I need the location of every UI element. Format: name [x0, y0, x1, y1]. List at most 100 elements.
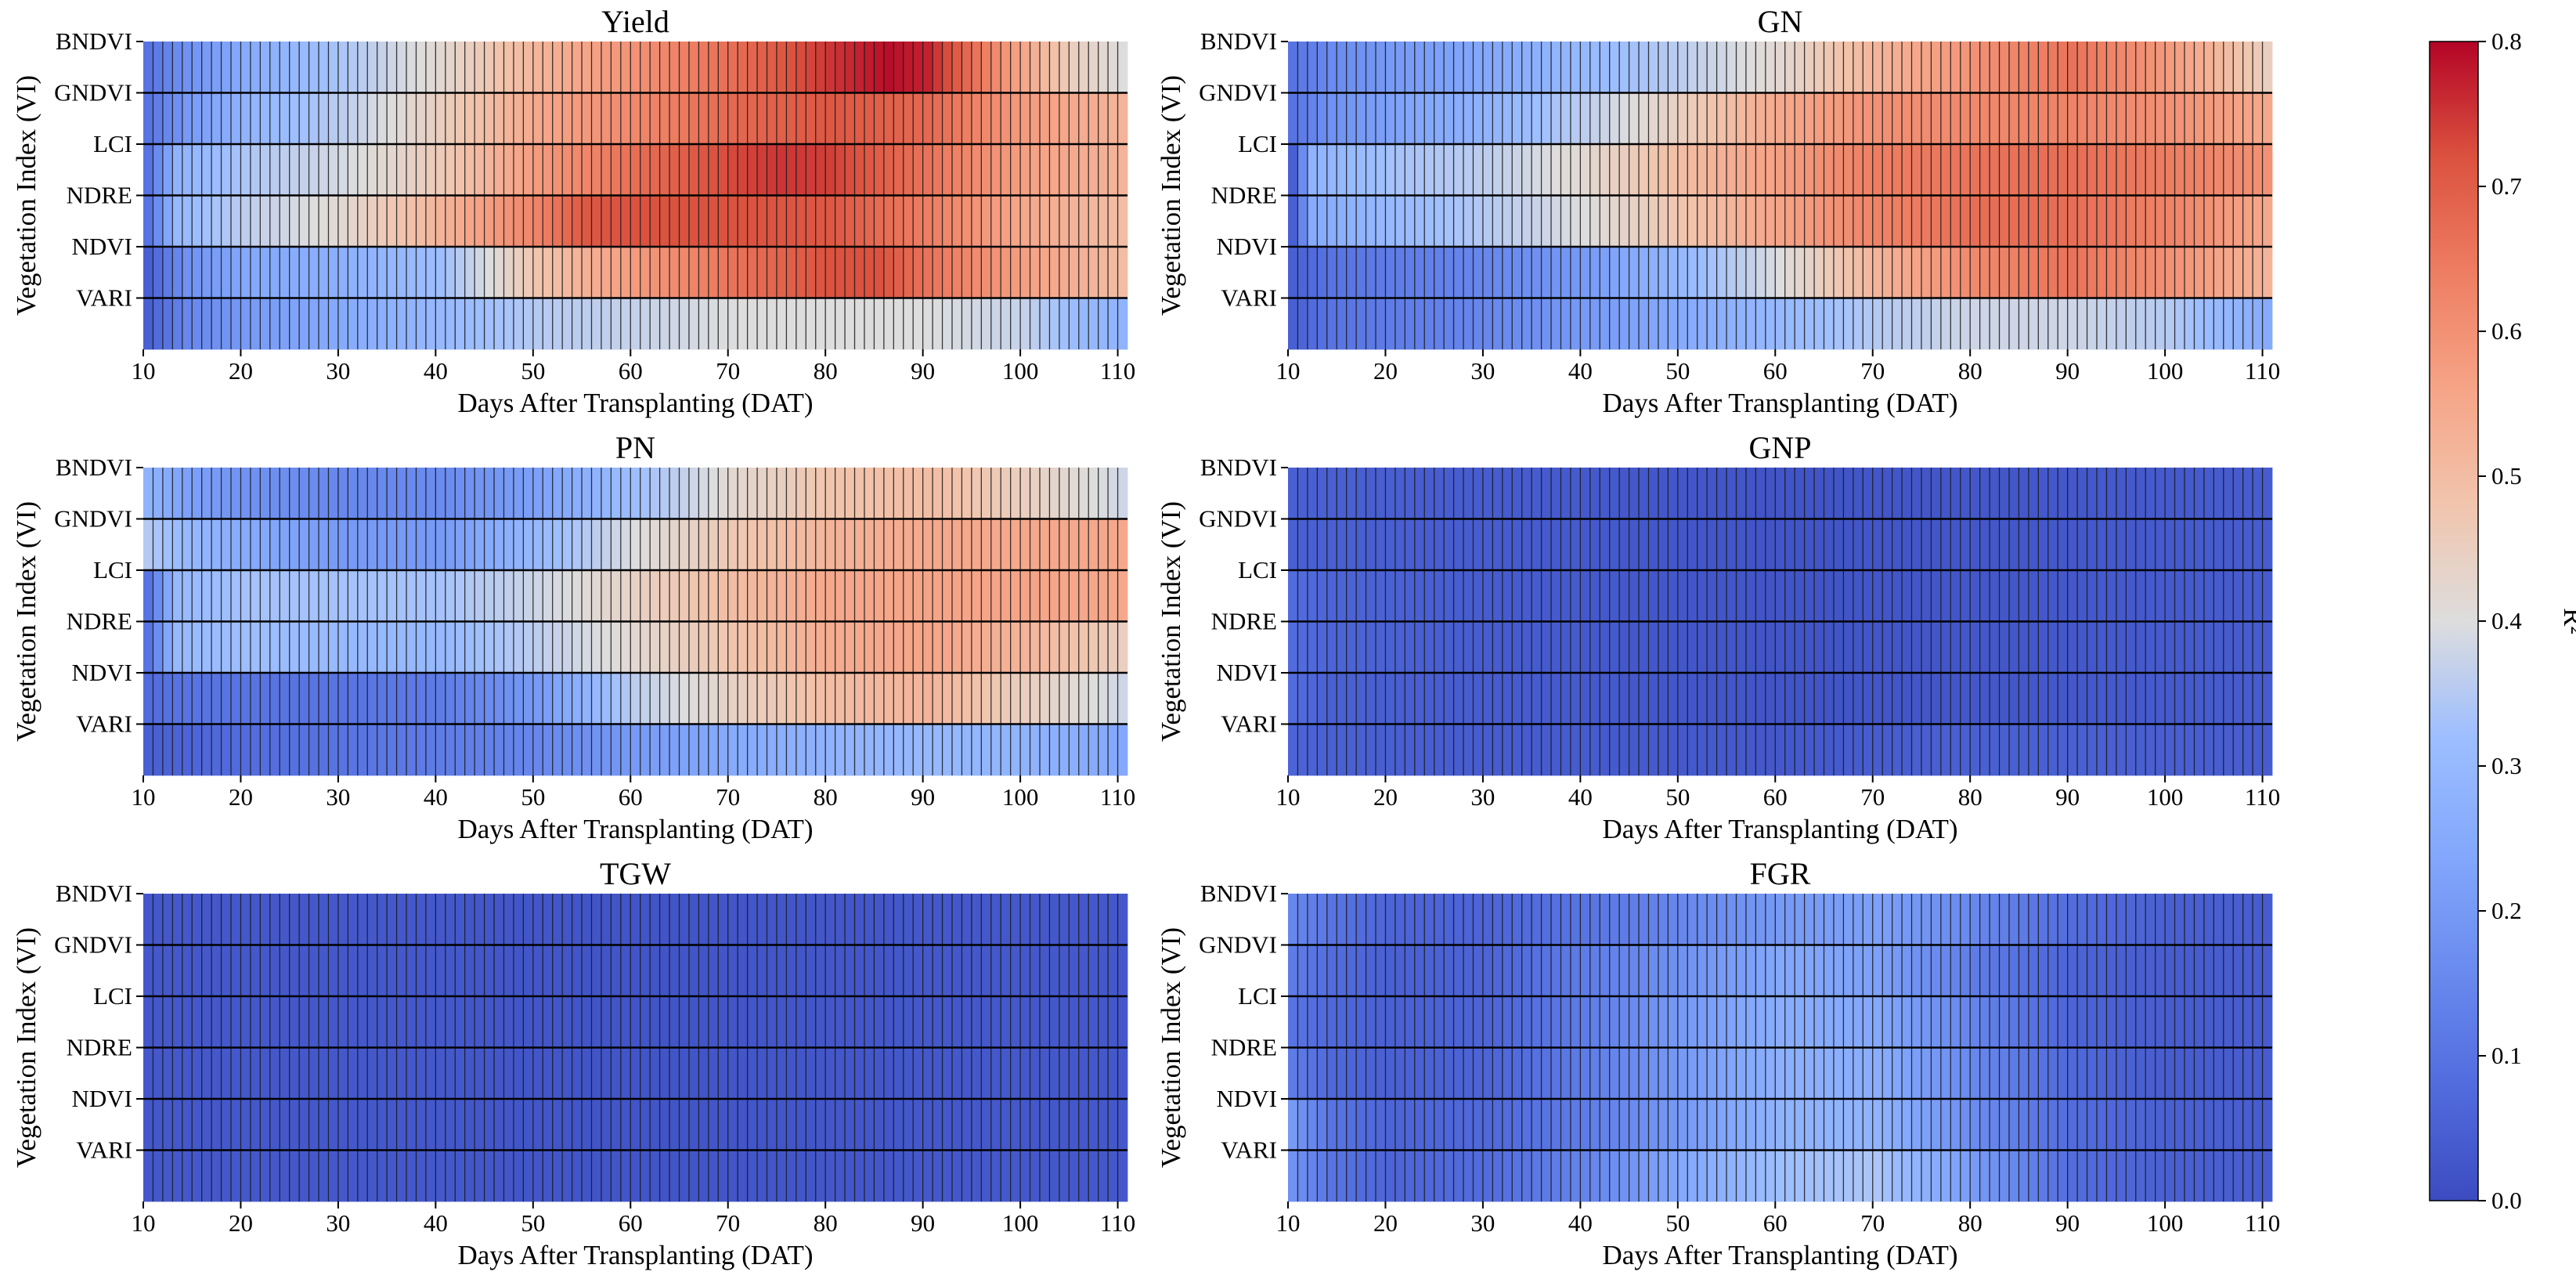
heatmap-cell: [1658, 195, 1669, 247]
heatmap-cell: [835, 570, 846, 622]
heatmap-cell: [250, 468, 261, 519]
heatmap-cell: [1069, 1099, 1080, 1151]
heatmap-cell: [640, 1150, 651, 1202]
heatmap-cell: [308, 724, 319, 776]
heatmap-cell: [211, 518, 222, 571]
heatmap-cell: [1677, 247, 1688, 298]
heatmap-cell: [1356, 894, 1366, 945]
heatmap-cell: [387, 1150, 397, 1202]
heatmap-cell: [2116, 144, 2127, 196]
heatmap-cell: [1541, 894, 1552, 945]
heatmap-cell: [357, 42, 368, 93]
heatmap-cell: [2047, 195, 2058, 247]
heatmap-cell: [2242, 92, 2253, 145]
heatmap-cell: [698, 996, 709, 1048]
heatmap-cell: [1833, 621, 1844, 674]
heatmap-cell: [893, 945, 904, 997]
heatmap-cell: [951, 468, 962, 519]
heatmap-cell: [250, 92, 261, 145]
heatmap-cell: [377, 92, 388, 145]
heatmap-cell: [1532, 724, 1542, 776]
heatmap-cell: [2126, 518, 2137, 571]
heatmap-cell: [1307, 621, 1318, 674]
heatmap-cell: [854, 298, 865, 350]
heatmap-cell: [1078, 1099, 1089, 1151]
heatmap-cell: [883, 1099, 894, 1151]
heatmap-cell: [1911, 518, 1922, 571]
heatmap-cell: [2058, 144, 2069, 196]
heatmap-cell: [2262, 673, 2273, 724]
heatmap-cell: [1010, 247, 1021, 298]
heatmap-cell: [679, 144, 690, 196]
heatmap-cell: [786, 298, 797, 350]
heatmap-cell: [1950, 92, 1961, 145]
heatmap-cell: [1288, 996, 1298, 1048]
heatmap-cell: [240, 247, 251, 298]
heatmap-cell: [1872, 468, 1883, 519]
heatmap-cell: [922, 468, 933, 519]
heatmap-cell: [523, 518, 534, 571]
heatmap-cell: [1317, 1099, 1328, 1151]
heatmap-cell: [455, 468, 466, 519]
heatmap-cell: [1059, 247, 1070, 298]
x-tick-label: 90: [911, 783, 935, 811]
heatmap-cell: [1492, 570, 1503, 622]
heatmap-cell: [893, 468, 904, 519]
heatmap-cell: [1755, 298, 1766, 350]
heatmap-cell: [1473, 724, 1484, 776]
heatmap-cell: [1473, 1099, 1484, 1151]
heatmap-cell: [1775, 945, 1786, 997]
heatmap-cell: [1444, 518, 1454, 571]
heatmap-cell: [2194, 621, 2205, 674]
heatmap-cell: [1385, 570, 1396, 622]
heatmap-cell: [1707, 673, 1718, 724]
heatmap-cell: [337, 247, 348, 298]
heatmap-cell: [1414, 247, 1425, 298]
heatmap-cell: [708, 298, 719, 350]
heatmap-cell: [1658, 621, 1669, 674]
heatmap-cell: [192, 144, 203, 196]
heatmap-cell: [825, 144, 836, 196]
heatmap-cell: [1492, 621, 1503, 674]
heatmap-cell: [903, 298, 914, 350]
heatmap-cell: [1784, 621, 1795, 674]
heatmap-cell: [1979, 724, 1990, 776]
heatmap-cell: [591, 92, 602, 145]
heatmap-cell: [543, 673, 554, 724]
heatmap-cell: [757, 1150, 767, 1202]
heatmap-cell: [1088, 468, 1099, 519]
heatmap-cell: [786, 468, 797, 519]
heatmap-cell: [172, 673, 183, 724]
heatmap-cell: [2165, 570, 2175, 622]
heatmap-cell: [172, 1047, 183, 1100]
heatmap-cell: [1424, 673, 1435, 724]
heatmap-cell: [1580, 945, 1591, 997]
heatmap-cell: [1668, 195, 1679, 247]
heatmap-cell: [2145, 144, 2156, 196]
heatmap-cell: [2116, 996, 2127, 1048]
heatmap-cell: [1814, 996, 1824, 1048]
heatmap-cell: [299, 570, 309, 622]
heatmap-cell: [951, 673, 962, 724]
heatmap-cell: [669, 468, 680, 519]
heatmap-cell: [2058, 195, 2069, 247]
heatmap-cell: [1833, 1047, 1844, 1100]
cell-gridlines: [1288, 42, 2272, 349]
heatmap-cell: [1716, 468, 1727, 519]
heatmap-cell: [1560, 92, 1571, 145]
heatmap-cell: [2087, 247, 2098, 298]
heatmap-cell: [2067, 570, 2078, 622]
heatmap-cell: [2223, 92, 2234, 145]
heatmap-cell: [1687, 195, 1698, 247]
heatmap-cell: [1307, 1099, 1318, 1151]
heatmap-cell: [698, 1047, 709, 1100]
x-tick-label: 90: [2055, 783, 2080, 811]
heatmap-cell: [1366, 195, 1376, 247]
heatmap-cell: [2203, 144, 2214, 196]
heatmap-cell: [523, 945, 534, 997]
heatmap-cell: [1039, 144, 1050, 196]
heatmap-cell: [708, 144, 719, 196]
heatmap-cell: [299, 621, 309, 674]
heatmap-cell: [221, 195, 232, 247]
heatmap-cell: [1843, 518, 1854, 571]
